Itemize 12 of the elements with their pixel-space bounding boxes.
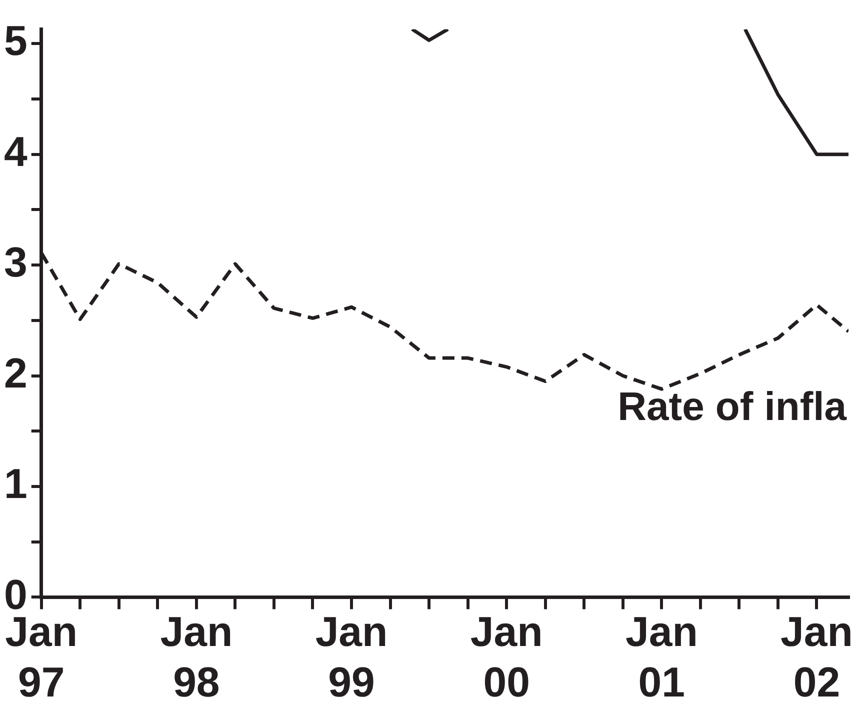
x-tick-label: Jan 00: [470, 608, 543, 706]
x-tick-label: Jan 01: [625, 608, 698, 706]
x-tick-label: Jan 02: [780, 608, 853, 706]
x-tick-label: Jan 98: [160, 608, 233, 706]
x-tick-label: Jan 99: [315, 608, 388, 706]
y-tick-label: 2: [4, 349, 28, 396]
y-tick-label: 0: [4, 570, 28, 618]
y-tick-label: 4: [4, 128, 28, 175]
y-tick-label: 3: [4, 238, 28, 286]
y-tick-label: 5: [4, 17, 28, 64]
annotation: Rate of infla: [618, 385, 848, 430]
y-tick-label: 1: [4, 460, 28, 508]
